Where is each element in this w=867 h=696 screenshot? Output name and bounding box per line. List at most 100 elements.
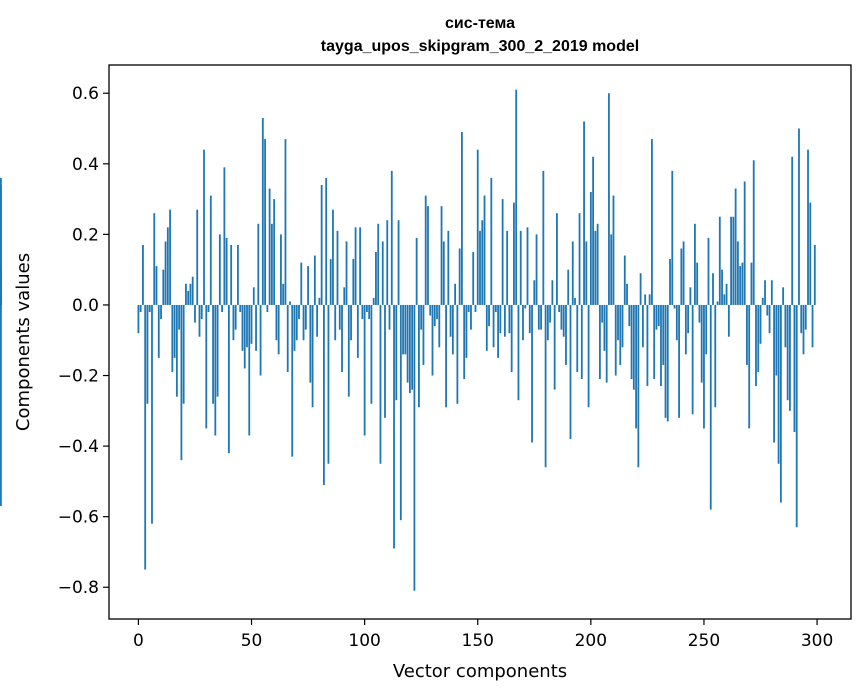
y-tick-label: 0.6 <box>72 84 99 104</box>
bar-252 <box>707 237 710 305</box>
bar-284 <box>779 304 782 503</box>
bar-105 <box>375 252 377 305</box>
bar-150 <box>476 149 479 305</box>
bar-97 <box>356 304 359 358</box>
bar-292 <box>798 128 800 305</box>
bar-28 <box>200 304 203 320</box>
bar-273 <box>755 304 757 387</box>
bar-48 <box>246 304 248 348</box>
bar-283 <box>777 304 780 464</box>
bar-228 <box>653 304 656 380</box>
bar-200 <box>589 192 592 305</box>
bar-53 <box>257 223 260 305</box>
bar-174 <box>531 304 533 443</box>
x-axis-label: Vector components <box>393 661 567 682</box>
bar-167 <box>515 89 518 305</box>
bar-286 <box>784 304 787 348</box>
bar-184 <box>553 304 556 390</box>
bar-77 <box>311 304 314 408</box>
bar-190 <box>567 269 570 305</box>
bar-20 <box>182 304 185 404</box>
bar-157 <box>492 304 495 348</box>
bar-91 <box>343 287 346 305</box>
bar-29 <box>203 149 205 305</box>
bar-208 <box>608 93 610 305</box>
bar-30 <box>205 304 208 429</box>
bar-280 <box>770 280 773 305</box>
bar-113 <box>393 304 395 549</box>
y-tick-label: −0.2 <box>58 367 99 387</box>
bar-244 <box>689 287 692 305</box>
bar-144 <box>463 304 466 380</box>
bar-115 <box>397 220 400 305</box>
bar-179 <box>542 170 545 305</box>
bar-141 <box>456 304 459 404</box>
bar-231 <box>660 304 662 387</box>
bar-130 <box>431 304 434 376</box>
bar-122 <box>413 304 416 591</box>
bar-270 <box>748 304 751 429</box>
bar-180 <box>544 304 547 468</box>
bar-159 <box>497 304 499 358</box>
bar-54 <box>259 304 262 376</box>
bar-95 <box>352 259 355 305</box>
bar-275 <box>759 304 762 344</box>
bar-148 <box>472 252 475 305</box>
bar-36 <box>218 234 221 305</box>
bar-75 <box>307 266 309 305</box>
bar-109 <box>384 304 386 418</box>
bar-3 <box>144 304 147 570</box>
bar-68 <box>291 304 294 457</box>
bar-243 <box>687 304 690 334</box>
bar-240 <box>680 248 683 305</box>
bar-143 <box>461 132 463 305</box>
bar-59 <box>270 223 273 305</box>
bar-287 <box>786 304 789 401</box>
bar-192 <box>571 241 574 305</box>
bar-206 <box>603 304 606 351</box>
bar-217 <box>628 304 631 327</box>
bar-117 <box>402 304 404 355</box>
bar-67 <box>289 301 291 305</box>
bar-265 <box>736 241 739 305</box>
bar-258 <box>721 269 723 305</box>
bar-40 <box>227 304 230 454</box>
bar-212 <box>617 304 619 341</box>
bar-279 <box>768 304 771 334</box>
bar-61 <box>275 304 278 341</box>
bar-133 <box>438 304 441 348</box>
bar-2 <box>142 244 144 305</box>
bar-42 <box>232 304 235 341</box>
bar-298 <box>811 304 814 348</box>
y-tick-label: −0.4 <box>58 437 99 457</box>
bar-69 <box>293 304 296 351</box>
bar-257 <box>718 216 721 305</box>
bar-164 <box>508 304 511 334</box>
bar-165 <box>510 304 513 372</box>
bar-98 <box>359 227 362 305</box>
bar-82 <box>323 304 325 485</box>
bar-173 <box>528 304 531 334</box>
bar-156 <box>490 177 493 305</box>
bar-123 <box>415 237 418 305</box>
bar-107 <box>379 304 382 464</box>
y-tick-label: −0.8 <box>58 578 99 598</box>
bar-271 <box>750 262 753 305</box>
bar-285 <box>782 287 785 305</box>
x-tick-label: 200 <box>575 631 607 651</box>
bar-137 <box>447 230 450 305</box>
y-tick-label: 0.0 <box>72 296 99 316</box>
bar-118 <box>404 304 407 355</box>
bar-250 <box>703 304 705 429</box>
bar-66 <box>286 304 289 372</box>
bar-37 <box>221 304 224 313</box>
bar-147 <box>470 304 472 330</box>
bar-128 <box>427 206 429 305</box>
bar-241 <box>682 241 685 305</box>
bar-101 <box>365 304 368 313</box>
bar-125 <box>420 304 423 330</box>
bar-253 <box>709 304 712 510</box>
bar-0 <box>137 304 140 334</box>
bar-176 <box>535 234 538 305</box>
